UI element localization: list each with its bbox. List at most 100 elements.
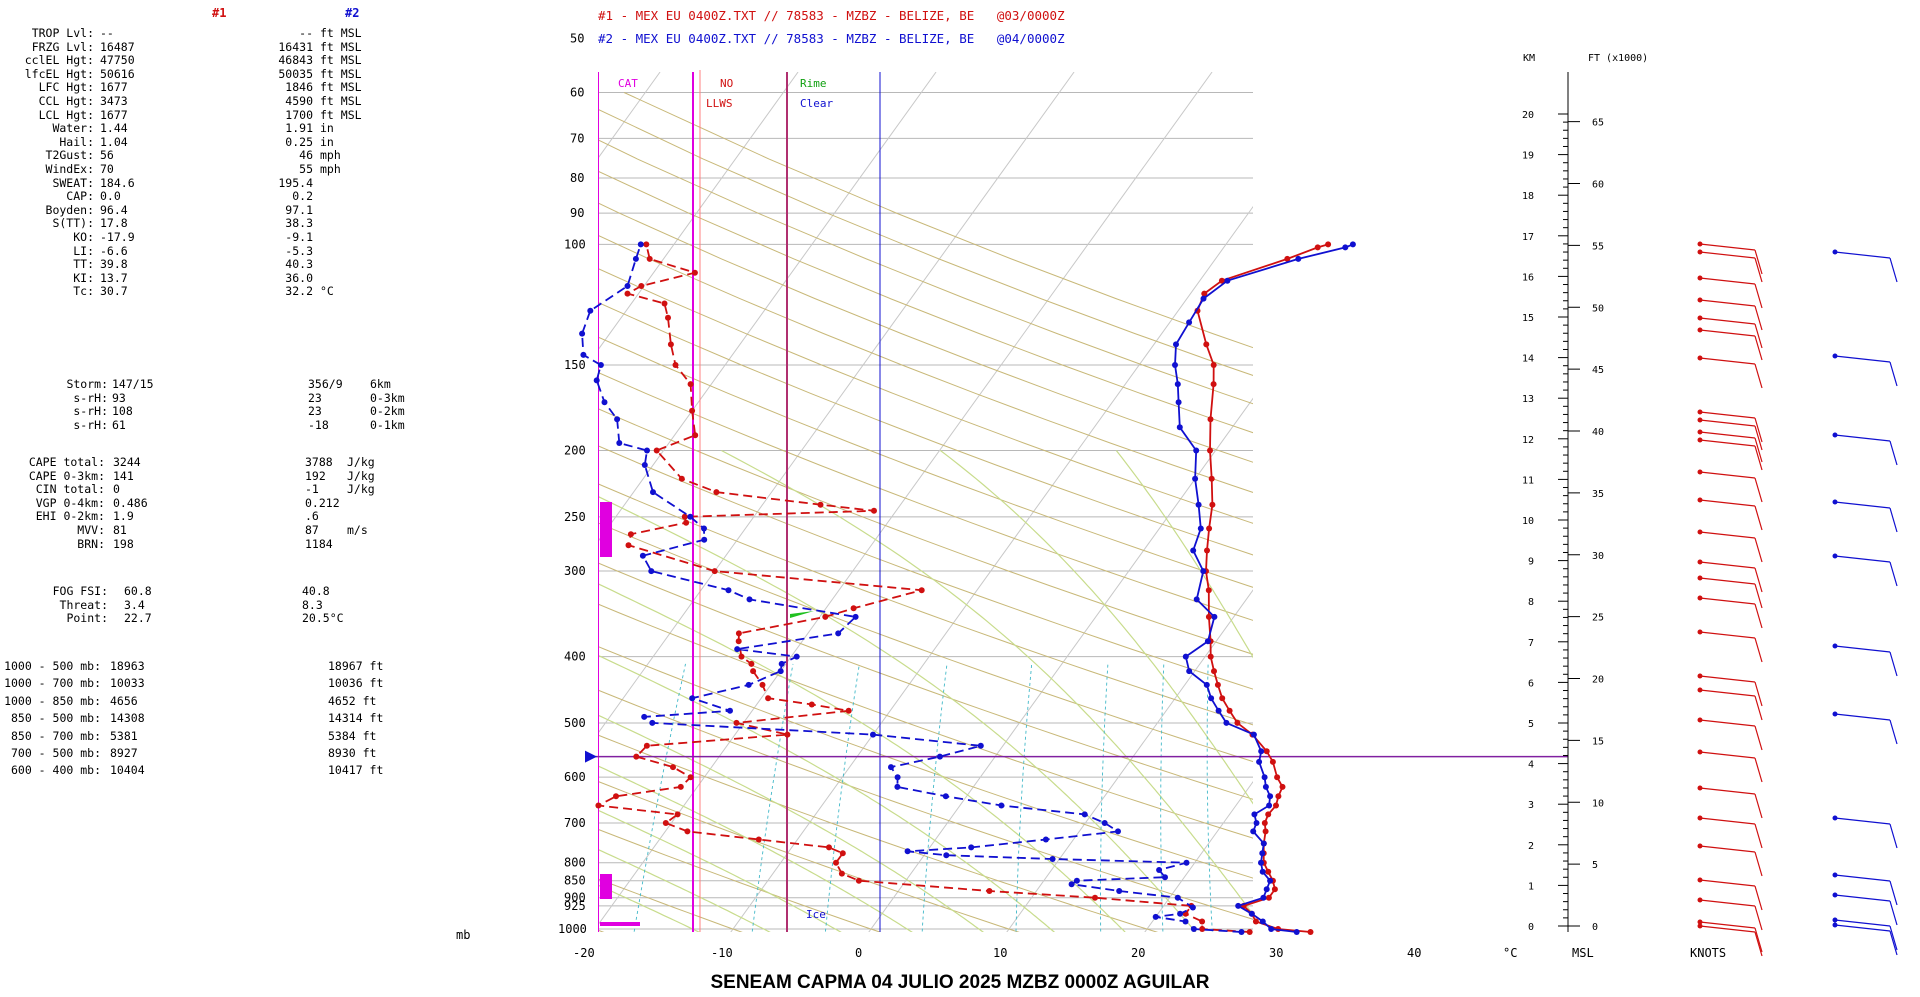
series2-temperature-point	[1259, 850, 1266, 857]
moist-adiabat	[1115, 450, 1253, 659]
storm-unit: 0-1km	[370, 417, 405, 432]
dry-adiabat	[598, 170, 1253, 434]
series2-dewpoint-point	[745, 681, 752, 688]
indices-row: KO: -17.9 -9.1	[0, 230, 430, 244]
pressure-tick: 250	[564, 510, 586, 524]
cape-unit: J/kg	[347, 468, 375, 483]
wind-barb-shaft	[1834, 817, 1891, 825]
wind-barb-flag	[1889, 561, 1898, 587]
dry-adiabat	[598, 929, 605, 932]
series2-dewpoint-point	[777, 668, 784, 675]
wind-barb-flag	[1754, 927, 1763, 953]
series1-dewpoint-point	[687, 774, 694, 781]
wind-barb-shaft	[1834, 894, 1891, 902]
storm-value1: 61	[112, 417, 126, 432]
cape-value1: 81	[113, 523, 127, 537]
storm-label: s-rH:	[73, 417, 108, 432]
isotherm-line	[598, 72, 661, 160]
series2-temperature-point	[1342, 244, 1349, 251]
series2-dewpoint-point	[687, 513, 694, 520]
fog-row: FOG FSI: 60.8 40.8	[0, 584, 430, 598]
series2-dewpoint-point	[1073, 877, 1080, 884]
series2-temperature-point	[1186, 319, 1193, 326]
thickness-value2: 8930 ft	[328, 746, 377, 760]
km-tick: 19	[1522, 151, 1534, 162]
series2-dewpoint-point	[1101, 820, 1108, 826]
series2-dewpoint-point	[1238, 929, 1245, 935]
moist-adiabat	[598, 765, 913, 932]
series1-temperature-point	[1269, 758, 1276, 765]
wind-barb-flag	[1889, 440, 1898, 466]
dry-adiabat	[598, 780, 1020, 932]
thickness-value1: 5381	[110, 728, 138, 743]
series2-temperature-point	[1176, 424, 1183, 431]
indices-label: LFC Hgt:	[38, 80, 94, 95]
series1-dewpoint-line	[595, 244, 1250, 933]
dry-adiabat	[623, 92, 1253, 349]
wind-barb-flag	[1754, 793, 1763, 819]
indices-label: CAP:	[66, 189, 94, 204]
series1-dewpoint-point	[738, 653, 745, 660]
indices-unit: ft MSL	[320, 94, 362, 108]
series1-temperature-point	[1314, 244, 1321, 251]
fog-value1: 60.8	[124, 584, 152, 598]
series2-dewpoint-point	[942, 793, 949, 800]
series1-dewpoint-point	[670, 764, 676, 771]
dry-adiabat	[598, 734, 1159, 932]
indices-unit: mph	[320, 148, 341, 163]
indices-value2: --	[299, 26, 313, 40]
dry-adiabat	[598, 445, 1253, 690]
series2-dewpoint-point	[579, 330, 586, 337]
series2-dewpoint-point	[1189, 904, 1196, 911]
wind-barb-shaft	[1699, 561, 1756, 569]
wind-barb-flag	[1754, 445, 1763, 471]
km-tick: 0	[1528, 922, 1534, 933]
indices-row: T2Gust: 56 46 mph	[0, 148, 430, 162]
series2-dewpoint-point	[1174, 894, 1181, 901]
wind-barb-flag	[1754, 905, 1763, 931]
series2-temperature-point	[1192, 475, 1199, 482]
cape-value2: 1184	[305, 536, 333, 551]
storm-row: s-rH: 93 23 0-3km	[0, 391, 430, 405]
temp-tick: -20	[573, 946, 595, 960]
indices-unit: mph	[320, 162, 341, 176]
dry-adiabat	[598, 371, 1253, 621]
indices-value2: 97.1	[285, 202, 313, 217]
wind-barb-shaft	[1699, 675, 1756, 683]
series2-dewpoint-point	[1183, 859, 1190, 866]
series2-dewpoint-point	[641, 713, 648, 720]
series2-temperature-line	[1174, 243, 1354, 933]
pressure-tick: 700	[564, 816, 586, 830]
km-tick: 14	[1522, 354, 1534, 365]
fog-label: Threat:	[59, 597, 108, 612]
cape-label: CIN total:	[35, 482, 105, 497]
series2-dewpoint-point	[641, 462, 648, 468]
series2-dewpoint-point	[894, 774, 901, 781]
indices-value2: 1846	[285, 80, 313, 95]
cape-label: CAPE 0-3km:	[28, 468, 105, 483]
indices-value1: 47750	[100, 53, 135, 68]
mixing-ratio-line	[921, 663, 948, 932]
indices-value1: 0.0	[100, 189, 121, 204]
indices-value1: 1677	[100, 80, 128, 95]
dry-adiabat	[598, 522, 1253, 763]
indices-row: KI: 13.7 36.0	[0, 271, 430, 285]
isotherm-line	[0, 72, 384, 944]
dry-adiabat	[0, 93, 494, 944]
indices-row: LCL Hgt: 1677 1700 ft MSL	[0, 108, 430, 122]
cape-value2: 0.212	[305, 495, 340, 510]
wind-barb-shaft	[1834, 501, 1891, 509]
indices-row: WindEx: 70 55 mph	[0, 162, 430, 176]
indices-unit: ft MSL	[320, 53, 362, 68]
series2-temperature-point	[1195, 501, 1202, 508]
pressure-tick: 60	[570, 86, 584, 100]
km-tick: 20	[1522, 110, 1534, 121]
moist-adiabat	[598, 714, 984, 932]
series1-dewpoint-point	[643, 241, 650, 248]
series1-dewpoint-point	[665, 314, 671, 321]
indices-value1: 1677	[100, 107, 128, 122]
series2-temperature-point	[1203, 681, 1210, 688]
cat-label: CAT	[618, 77, 638, 90]
indices-row: SWEAT: 184.6 195.4	[0, 176, 430, 190]
wind-barb-shaft	[1834, 251, 1891, 259]
